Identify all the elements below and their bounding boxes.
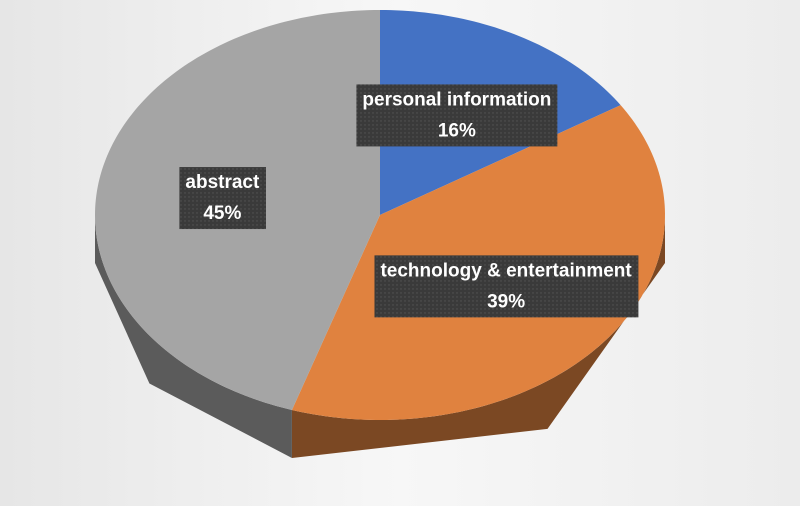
pie-sides [95,215,665,458]
data-label: abstract 45% [179,167,266,230]
label-value: 16% [438,120,476,141]
label-value: 39% [487,291,525,312]
label-value: 45% [203,203,241,224]
label-box [374,255,639,318]
data-label: personal information 16% [356,84,558,147]
data-label: technology & entertainment 39% [374,255,639,318]
label-category: technology & entertainment [380,260,632,281]
label-box [179,167,266,230]
label-category: abstract [185,172,260,193]
label-category: personal information [362,89,551,110]
slice-side [95,215,292,458]
label-box [356,84,558,147]
slice-side [291,215,665,458]
data-labels: personal information 16% technology & ente… [179,84,639,318]
